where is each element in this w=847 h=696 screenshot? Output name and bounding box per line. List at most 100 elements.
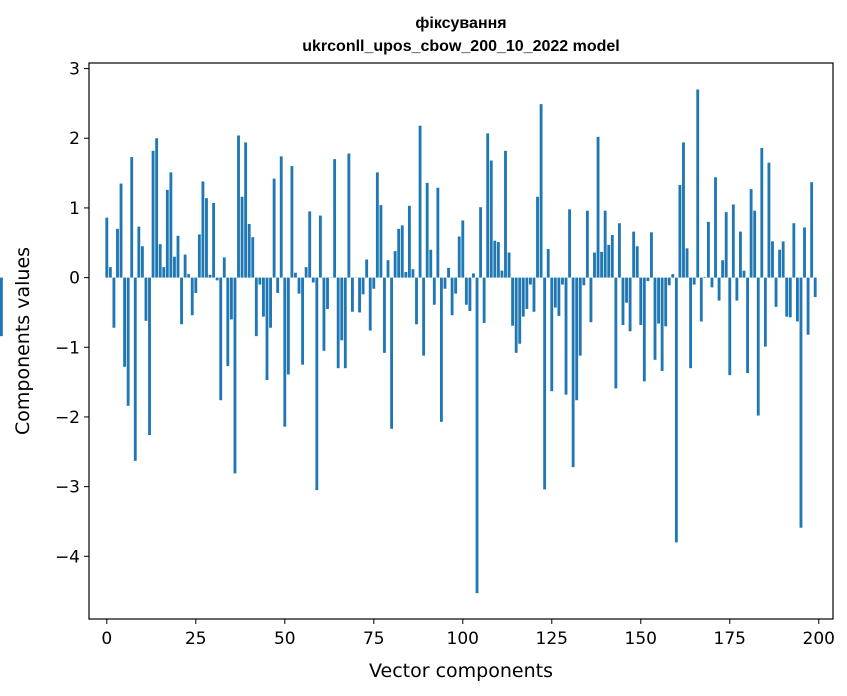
bar-54 xyxy=(297,277,301,294)
bar-26 xyxy=(197,234,201,278)
bar-2 xyxy=(112,277,116,328)
bar-56 xyxy=(304,267,308,278)
bar-19 xyxy=(173,256,176,278)
x-tick-label: 175 xyxy=(714,629,746,649)
bar-80 xyxy=(390,277,394,429)
bar-76 xyxy=(375,172,379,278)
bar-53 xyxy=(294,272,297,278)
y-tick-label: 2 xyxy=(69,129,80,149)
bar-undefined xyxy=(0,277,3,337)
bar-151 xyxy=(642,277,646,382)
bar-42 xyxy=(254,277,258,337)
bar-192 xyxy=(788,277,792,318)
bar-17 xyxy=(165,189,169,278)
bar-43 xyxy=(258,277,262,285)
bar-121 xyxy=(536,196,539,278)
bar-104 xyxy=(475,277,479,594)
bar-171 xyxy=(714,177,717,278)
bar-38 xyxy=(240,196,244,278)
bar-46 xyxy=(269,277,272,328)
bar-193 xyxy=(792,223,796,278)
bar-65 xyxy=(336,277,340,369)
bar-25 xyxy=(194,277,198,293)
bar-149 xyxy=(635,246,639,278)
bar-4 xyxy=(119,183,123,278)
bar-177 xyxy=(735,277,739,301)
bar-191 xyxy=(785,277,789,317)
bar-179 xyxy=(742,270,746,278)
bar-5 xyxy=(123,277,127,367)
bar-27 xyxy=(201,181,205,278)
bar-141 xyxy=(607,244,611,278)
bar-40 xyxy=(247,223,251,278)
bar-173 xyxy=(721,260,725,278)
bar-161 xyxy=(678,184,682,278)
bar-107 xyxy=(486,133,490,278)
y-tick-label: 3 xyxy=(69,60,80,80)
bar-21 xyxy=(180,277,183,325)
bar-35 xyxy=(229,277,233,320)
x-axis-label: Vector components xyxy=(369,660,553,682)
bar-29 xyxy=(208,274,212,278)
bar-9 xyxy=(137,226,141,278)
bar-130 xyxy=(568,209,571,278)
bar-185 xyxy=(763,277,767,347)
bar-12 xyxy=(148,277,151,436)
bar-75 xyxy=(372,277,376,289)
bar-180 xyxy=(746,277,749,374)
bar-103 xyxy=(472,273,475,278)
bar-91 xyxy=(429,249,433,278)
bar-102 xyxy=(468,277,472,312)
bar-162 xyxy=(682,142,685,278)
bar-22 xyxy=(183,254,187,278)
plot-area-frame xyxy=(88,62,834,620)
bar-92 xyxy=(432,277,436,305)
bar-32 xyxy=(219,277,223,401)
bar-150 xyxy=(639,277,643,325)
bar-175 xyxy=(728,277,732,376)
bar-117 xyxy=(521,277,525,317)
bar-52 xyxy=(290,166,294,278)
x-tick-label: 125 xyxy=(536,629,568,649)
bar-41 xyxy=(251,237,255,278)
bar-89 xyxy=(422,277,426,356)
bar-100 xyxy=(461,220,465,278)
y-tick-label: −3 xyxy=(55,478,80,498)
bar-74 xyxy=(368,277,372,331)
bar-15 xyxy=(158,244,162,278)
y-axis-label: Components values xyxy=(12,247,34,435)
bar-61 xyxy=(322,277,326,351)
chart-title: фіксування xyxy=(415,15,506,32)
bar-67 xyxy=(343,277,347,369)
y-tick-label: −1 xyxy=(55,338,80,358)
bar-123 xyxy=(543,277,547,490)
bar-127 xyxy=(557,277,561,316)
bar-148 xyxy=(632,231,636,278)
bar-122 xyxy=(539,104,543,278)
bar-48 xyxy=(276,277,280,293)
chart-subtitle: ukrconll_upos_cbow_200_10_2022 model xyxy=(302,38,619,55)
bar-81 xyxy=(393,251,397,278)
bar-59 xyxy=(315,277,319,491)
bar-119 xyxy=(528,277,532,285)
y-tick-label: 1 xyxy=(69,199,80,219)
bar-87 xyxy=(415,277,418,325)
bar-88 xyxy=(418,125,422,278)
bar-111 xyxy=(500,270,504,278)
bar-37 xyxy=(237,135,240,278)
bar-137 xyxy=(593,252,596,278)
bar-128 xyxy=(561,277,564,285)
bar-30 xyxy=(212,203,216,278)
bar-182 xyxy=(753,210,757,278)
bar-167 xyxy=(699,277,703,322)
bar-105 xyxy=(479,207,483,278)
bar-57 xyxy=(308,211,312,278)
x-tick-label: 150 xyxy=(625,629,657,649)
bar-188 xyxy=(774,277,778,307)
bar-124 xyxy=(546,249,550,278)
bar-159 xyxy=(671,274,675,278)
bar-39 xyxy=(244,142,248,278)
bar-3 xyxy=(116,228,119,278)
bar-97 xyxy=(450,277,454,316)
